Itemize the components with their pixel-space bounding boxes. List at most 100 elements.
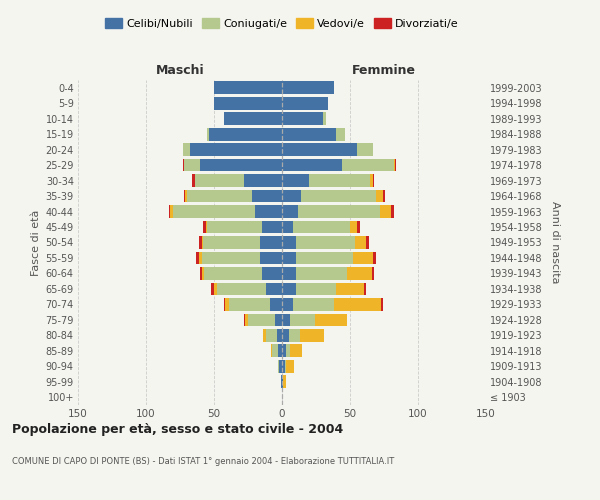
Bar [376, 190, 383, 202]
Bar [394, 159, 395, 172]
Bar [202, 236, 203, 249]
Bar [289, 329, 299, 342]
Bar [260, 252, 282, 264]
Bar [278, 344, 282, 357]
Bar [200, 267, 202, 280]
Bar [299, 329, 324, 342]
Bar [282, 144, 357, 156]
Bar [381, 298, 383, 310]
Bar [282, 112, 323, 125]
Bar [373, 252, 376, 264]
Bar [282, 97, 328, 110]
Bar [205, 267, 262, 280]
Bar [200, 159, 282, 172]
Bar [260, 236, 282, 249]
Bar [266, 282, 282, 296]
Bar [282, 128, 337, 140]
Bar [277, 329, 282, 342]
Bar [206, 220, 207, 234]
Bar [350, 220, 357, 234]
Bar [275, 314, 282, 326]
Bar [282, 314, 290, 326]
Bar [244, 314, 245, 326]
Bar [285, 360, 286, 372]
Text: Femmine: Femmine [352, 64, 416, 77]
Bar [271, 344, 272, 357]
Bar [282, 344, 286, 357]
Bar [224, 298, 225, 310]
Bar [185, 190, 187, 202]
Bar [334, 298, 381, 310]
Bar [282, 282, 296, 296]
Bar [217, 282, 266, 296]
Bar [347, 267, 372, 280]
Bar [252, 190, 282, 202]
Bar [323, 112, 326, 125]
Bar [282, 174, 309, 187]
Bar [266, 329, 277, 342]
Bar [357, 144, 373, 156]
Bar [202, 267, 205, 280]
Bar [272, 344, 278, 357]
Bar [282, 236, 296, 249]
Bar [373, 174, 374, 187]
Bar [282, 205, 298, 218]
Bar [214, 82, 282, 94]
Bar [173, 205, 255, 218]
Bar [293, 298, 334, 310]
Bar [282, 360, 285, 372]
Bar [342, 159, 394, 172]
Bar [296, 282, 337, 296]
Bar [214, 97, 282, 110]
Bar [263, 329, 266, 342]
Bar [286, 360, 294, 372]
Bar [183, 159, 184, 172]
Bar [187, 190, 252, 202]
Bar [169, 205, 170, 218]
Bar [281, 376, 282, 388]
Bar [196, 252, 199, 264]
Bar [282, 82, 334, 94]
Bar [282, 298, 293, 310]
Bar [199, 252, 202, 264]
Bar [282, 267, 296, 280]
Bar [357, 220, 359, 234]
Bar [337, 282, 364, 296]
Bar [207, 220, 262, 234]
Bar [245, 314, 248, 326]
Bar [184, 159, 200, 172]
Bar [282, 190, 301, 202]
Bar [282, 252, 296, 264]
Text: COMUNE DI CAPO DI PONTE (BS) - Dati ISTAT 1° gennaio 2004 - Elaborazione TUTTITA: COMUNE DI CAPO DI PONTE (BS) - Dati ISTA… [12, 458, 394, 466]
Bar [298, 205, 380, 218]
Legend: Celibi/Nubili, Coniugati/e, Vedovi/e, Divorziati/e: Celibi/Nubili, Coniugati/e, Vedovi/e, Di… [101, 14, 463, 34]
Bar [203, 236, 260, 249]
Bar [202, 252, 260, 264]
Bar [214, 282, 217, 296]
Bar [383, 190, 385, 202]
Bar [270, 298, 282, 310]
Bar [279, 360, 282, 372]
Bar [192, 174, 195, 187]
Bar [190, 144, 282, 156]
Bar [170, 205, 173, 218]
Y-axis label: Fasce di età: Fasce di età [31, 210, 41, 276]
Bar [282, 329, 289, 342]
Bar [364, 282, 367, 296]
Bar [370, 174, 373, 187]
Bar [244, 174, 282, 187]
Bar [283, 376, 286, 388]
Bar [282, 220, 293, 234]
Bar [380, 205, 391, 218]
Bar [293, 220, 350, 234]
Bar [203, 220, 206, 234]
Bar [255, 205, 282, 218]
Bar [225, 298, 229, 310]
Bar [224, 112, 282, 125]
Bar [248, 314, 275, 326]
Bar [282, 376, 283, 388]
Bar [296, 267, 347, 280]
Bar [183, 144, 190, 156]
Bar [372, 267, 374, 280]
Bar [337, 128, 344, 140]
